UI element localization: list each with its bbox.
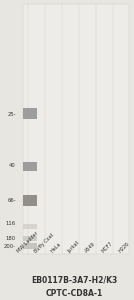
Text: Jurkat: Jurkat <box>67 240 81 254</box>
Text: A549: A549 <box>84 242 96 254</box>
Text: CPTC-CD8A-1: CPTC-CD8A-1 <box>46 289 103 298</box>
Text: 25-: 25- <box>7 112 16 117</box>
Text: EB0117B-3A7-H2/K3: EB0117B-3A7-H2/K3 <box>31 276 117 285</box>
Bar <box>23 224 37 229</box>
Text: H226: H226 <box>117 241 130 254</box>
Bar <box>23 236 37 241</box>
Text: 180: 180 <box>6 236 16 241</box>
Text: 200-: 200- <box>4 244 16 249</box>
Text: MW Ladder: MW Ladder <box>16 231 40 254</box>
Text: MCF7: MCF7 <box>100 241 114 254</box>
Bar <box>23 162 37 171</box>
Text: 66-: 66- <box>7 198 16 203</box>
Bar <box>23 195 37 206</box>
Text: Buffy Coat: Buffy Coat <box>33 232 55 254</box>
Bar <box>23 108 37 119</box>
Bar <box>23 242 37 249</box>
Text: 116: 116 <box>6 221 16 226</box>
Text: 40: 40 <box>9 163 16 168</box>
Bar <box>23 4 129 254</box>
Text: HeLa: HeLa <box>50 242 62 254</box>
